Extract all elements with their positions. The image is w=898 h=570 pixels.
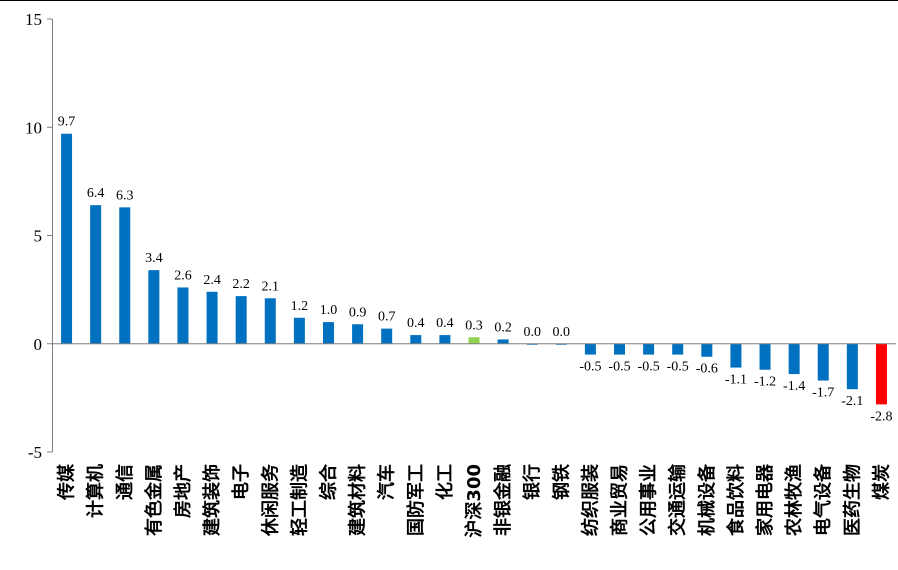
data-label: 0.0 [553, 325, 571, 340]
data-label: 0.4 [407, 316, 425, 331]
data-label: -2.8 [870, 409, 892, 424]
data-label: 1.2 [291, 299, 309, 314]
x-tick-label: 电子 [230, 464, 252, 500]
x-tick-label: 农林牧渔 [783, 464, 805, 537]
data-label: 9.7 [58, 115, 76, 130]
bar-21 [672, 343, 684, 355]
data-label: 2.1 [262, 279, 280, 294]
x-tick-label: 沪深300 [463, 464, 485, 538]
data-label: 0.4 [436, 316, 454, 331]
x-tick-label: 非银金融 [492, 464, 514, 536]
x-tick-label: 综合 [317, 463, 339, 500]
data-label: 0.7 [378, 310, 396, 325]
y-tick-label: -5 [28, 443, 42, 462]
data-label: -1.1 [725, 373, 747, 388]
data-labels: 9.7 6.4 6.3 3.4 2.6 2.4 2.2 2.1 1.2 1.0 0.9 0.7 0.4 0… [58, 115, 893, 425]
bar-25 [788, 343, 800, 375]
data-label: -0.5 [638, 360, 660, 375]
x-tick-label: 休闲服务 [259, 463, 281, 537]
data-label: 2.6 [174, 268, 192, 283]
data-label: 3.4 [145, 251, 163, 266]
x-tick-label: 通信 [114, 464, 136, 500]
bar-22 [701, 343, 713, 357]
x-tick-label: 建筑装饰 [201, 464, 223, 536]
x-tick-label: 轻工制造 [288, 464, 310, 536]
data-label: 0.3 [465, 318, 483, 333]
bar-23 [730, 343, 742, 368]
bar-4 [177, 287, 189, 344]
bar-12 [410, 335, 422, 344]
bar-28 [875, 343, 887, 405]
data-label: -0.5 [579, 360, 601, 375]
x-tick-label: 机械设备 [696, 463, 718, 536]
data-label: 0.0 [523, 325, 541, 340]
data-label: -1.4 [783, 379, 805, 394]
x-tick-label: 银行 [521, 464, 543, 500]
data-label: -0.5 [608, 360, 630, 375]
bar-11 [381, 328, 393, 344]
y-tick-label: 10 [25, 118, 42, 137]
data-label: 2.2 [232, 277, 250, 292]
x-tick-label: 医药生物 [841, 464, 863, 536]
bar-0 [61, 133, 73, 344]
bar-19 [614, 343, 626, 355]
x-tick-label: 家用电器 [754, 463, 776, 536]
bar-10 [352, 324, 364, 344]
x-tick-label: 钢铁 [550, 464, 572, 500]
data-label: 1.0 [320, 303, 338, 318]
bar-3 [148, 270, 160, 344]
bar-26 [817, 343, 829, 381]
bar-27 [846, 343, 858, 390]
data-label: -0.5 [667, 360, 689, 375]
bar-7 [264, 298, 276, 344]
y-axis: -5 0 5 10 15 [25, 10, 53, 462]
data-label: 2.4 [203, 273, 221, 288]
data-label: -1.2 [754, 375, 776, 390]
x-axis-labels: 传媒 计算机 通信 有色金属 房地产 建筑装饰 电子 休闲服务 轻工制造 综合 建筑材料 汽车 国防军工… [56, 463, 893, 538]
x-tick-label: 商业贸易 [609, 464, 631, 536]
bar-13 [439, 335, 451, 344]
x-tick-label: 建筑材料 [347, 464, 369, 536]
bar-15 [497, 339, 509, 344]
data-label: 0.9 [349, 305, 367, 320]
bar-1 [90, 205, 102, 344]
bar-9 [322, 322, 334, 344]
x-tick-label: 煤炭 [870, 464, 892, 500]
x-tick-label: 化工 [434, 464, 456, 500]
bar-6 [235, 296, 247, 344]
bar-20 [643, 343, 655, 355]
data-label: 0.2 [494, 320, 512, 335]
x-tick-label: 纺织服装 [579, 464, 601, 536]
y-tick-label: 0 [34, 335, 43, 354]
x-tick-label: 计算机 [85, 464, 107, 518]
x-tick-label: 传媒 [56, 463, 78, 501]
x-tick-label: 国防军工 [405, 464, 427, 536]
x-tick-label: 汽车 [376, 464, 398, 500]
data-label: 6.4 [87, 186, 105, 201]
x-tick-label: 交通运输 [667, 463, 689, 536]
bar-5 [206, 291, 218, 344]
data-label: 6.3 [116, 188, 134, 203]
x-tick-label: 电气设备 [812, 463, 834, 536]
bar-8 [293, 317, 305, 344]
data-label: -1.7 [812, 386, 834, 401]
bar-18 [584, 343, 596, 355]
bar-24 [759, 343, 771, 370]
y-tick-label: 5 [34, 227, 43, 246]
data-label: -0.6 [696, 362, 718, 377]
bar-2 [119, 207, 131, 344]
x-tick-label: 房地产 [172, 464, 194, 518]
bar-14 [468, 337, 480, 344]
data-label: -2.1 [841, 394, 863, 409]
x-tick-label: 有色金属 [143, 464, 165, 536]
x-tick-label: 公用事业 [638, 464, 660, 536]
y-tick-label: 15 [25, 10, 42, 29]
x-tick-label: 食品饮料 [725, 464, 747, 537]
